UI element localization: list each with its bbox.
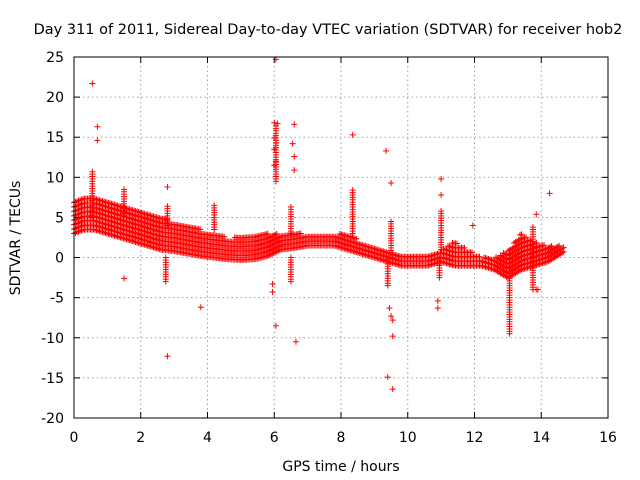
outlier-point	[384, 374, 391, 381]
x-tick-label: 10	[399, 430, 417, 446]
outlier-point	[546, 190, 553, 197]
spike-point	[506, 263, 513, 270]
spike-point	[388, 218, 395, 225]
band-point	[556, 242, 563, 249]
x-tick-label: 12	[466, 430, 484, 446]
outlier-point	[271, 146, 278, 153]
outlier-point	[292, 338, 299, 345]
outlier-point	[389, 386, 396, 393]
axis-ticks: 0 2 4 6 8 10 12 14 16 -20 -15 -10 -5 0 5 10 15 20 25	[41, 50, 617, 446]
x-tick-label: 16	[599, 430, 617, 446]
band-point	[523, 234, 530, 241]
band-point	[517, 231, 524, 238]
y-tick-label: -20	[41, 411, 64, 427]
band-point	[453, 240, 460, 247]
band-point	[353, 235, 360, 242]
band-point	[221, 233, 228, 240]
outlier-point	[291, 121, 298, 128]
outlier-point	[164, 183, 171, 190]
data-markers	[71, 56, 567, 393]
outlier-point	[291, 167, 298, 174]
spike-point	[121, 186, 128, 193]
y-tick-label: -15	[41, 371, 64, 387]
spike-point	[384, 256, 391, 263]
spike-point	[349, 187, 356, 194]
outlier-point	[383, 147, 390, 154]
outlier-point	[534, 286, 541, 293]
outlier-point	[434, 297, 441, 304]
x-tick-label: 14	[532, 430, 550, 446]
outlier-point	[272, 322, 279, 329]
outlier-point	[271, 162, 278, 169]
outlier-point	[389, 317, 396, 324]
spike-point	[287, 254, 294, 261]
outlier-point	[94, 137, 101, 144]
y-tick-label: 20	[46, 90, 64, 106]
spike-point	[164, 203, 171, 210]
spike-point	[438, 208, 445, 215]
outlier-point	[349, 131, 356, 138]
y-tick-label: -5	[50, 291, 64, 307]
x-tick-label: 0	[70, 430, 79, 446]
outlier-point	[469, 222, 476, 229]
chart-title: Day 311 of 2011, Sidereal Day-to-day VTE…	[34, 22, 623, 38]
band-point	[461, 244, 468, 251]
outlier-point	[272, 139, 279, 146]
outlier-point	[389, 333, 396, 340]
x-tick-label: 2	[136, 430, 145, 446]
x-tick-label: 8	[337, 430, 346, 446]
outlier-point	[197, 304, 204, 311]
y-tick-label: -10	[41, 331, 64, 347]
band-point	[264, 230, 271, 237]
outlier-point	[271, 135, 278, 142]
outlier-point	[274, 120, 281, 127]
outlier-point	[272, 158, 279, 165]
outlier-point	[291, 153, 298, 160]
y-tick-label: 5	[55, 210, 64, 226]
spike-point	[287, 204, 294, 211]
spike-point	[89, 168, 96, 175]
band-point	[297, 230, 304, 237]
outlier-point	[434, 305, 441, 312]
band-point	[476, 253, 483, 260]
y-axis-label: SDTVAR / TECUs	[8, 181, 24, 296]
x-tick-label: 4	[203, 430, 212, 446]
band-point	[197, 226, 204, 233]
band-point	[541, 242, 548, 249]
y-tick-label: 0	[55, 251, 64, 267]
band-point	[468, 249, 475, 256]
outlier-point	[388, 313, 395, 320]
outlier-point	[269, 289, 276, 296]
outlier-point	[164, 353, 171, 360]
outlier-point	[121, 275, 128, 282]
y-tick-label: 25	[46, 50, 64, 66]
outlier-point	[289, 140, 296, 147]
outlier-point	[386, 305, 393, 312]
outlier-point	[533, 211, 540, 218]
band-point	[548, 243, 555, 250]
band-point	[273, 230, 280, 237]
spike-point	[436, 255, 443, 262]
spike-point	[162, 254, 169, 261]
outlier-point	[89, 80, 96, 87]
band-point	[518, 231, 525, 238]
outlier-point	[438, 175, 445, 182]
outlier-point	[94, 123, 101, 130]
outlier-point	[269, 281, 276, 288]
band-point	[560, 244, 567, 251]
y-tick-label: 10	[46, 170, 64, 186]
y-tick-label: 15	[46, 130, 64, 146]
spike-point	[529, 224, 536, 231]
outlier-point	[388, 179, 395, 186]
x-axis-label: GPS time / hours	[282, 459, 399, 475]
band-point	[533, 239, 540, 246]
x-tick-label: 6	[270, 430, 279, 446]
spike-point	[211, 202, 218, 209]
outlier-point	[438, 191, 445, 198]
outlier-point	[271, 119, 278, 126]
